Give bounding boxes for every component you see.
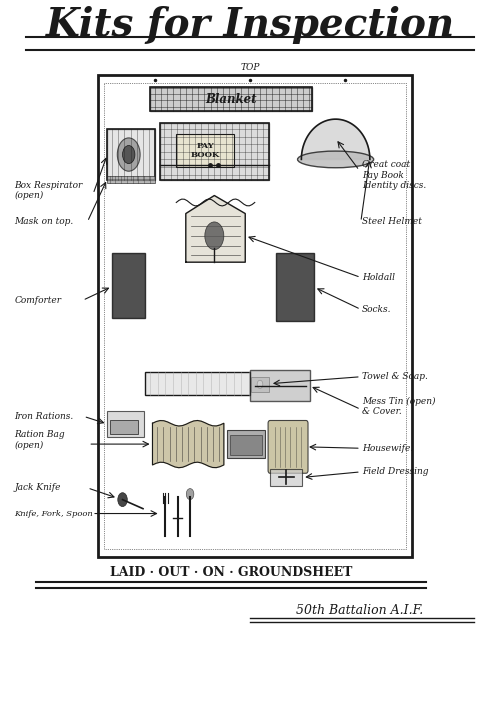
Text: Mask on top.: Mask on top. [14, 217, 74, 226]
Bar [251, 376, 269, 392]
Circle shape [205, 222, 224, 250]
Text: Kits for Inspection: Kits for Inspection [46, 6, 455, 43]
Text: Socks.: Socks. [362, 305, 392, 314]
Text: PAY
BOOK: PAY BOOK [190, 142, 220, 159]
Ellipse shape [298, 151, 374, 168]
Circle shape [118, 493, 128, 507]
Bar [108, 411, 144, 437]
Text: Ration Bag
(open): Ration Bag (open) [14, 430, 65, 450]
Text: 50th Battalion A.I.F.: 50th Battalion A.I.F. [296, 604, 423, 618]
Text: Housewife.: Housewife. [362, 444, 413, 453]
FancyBboxPatch shape [108, 129, 155, 180]
Circle shape [257, 380, 263, 388]
Text: Great coat
Pay Book
Identity discs.: Great coat Pay Book Identity discs. [362, 161, 426, 190]
Text: Box Respirator
(open): Box Respirator (open) [14, 181, 83, 200]
Text: Towel & Soap.: Towel & Soap. [362, 372, 428, 381]
Text: Mess Tin (open)
& Cover.: Mess Tin (open) & Cover. [362, 397, 436, 416]
Text: Comforter: Comforter [14, 296, 62, 305]
Bar [108, 176, 155, 183]
FancyBboxPatch shape [176, 134, 234, 167]
FancyBboxPatch shape [250, 371, 310, 401]
Text: Field Dressing: Field Dressing [362, 468, 428, 477]
Bar [230, 435, 262, 454]
Circle shape [118, 138, 140, 171]
FancyBboxPatch shape [268, 421, 308, 473]
FancyBboxPatch shape [160, 123, 269, 180]
Text: Holdall: Holdall [362, 273, 395, 282]
Text: Knife, Fork, Spoon: Knife, Fork, Spoon [14, 510, 94, 517]
Bar [270, 469, 302, 486]
FancyBboxPatch shape [150, 87, 312, 111]
Bar [110, 420, 138, 434]
FancyBboxPatch shape [146, 372, 250, 395]
Bar [227, 430, 265, 458]
Text: Iron Rations.: Iron Rations. [14, 411, 74, 421]
Text: LAID · OUT · ON · GROUNDSHEET: LAID · OUT · ON · GROUNDSHEET [110, 566, 352, 579]
Text: Jack Knife: Jack Knife [14, 483, 61, 492]
Text: Steel Helmet: Steel Helmet [362, 217, 422, 226]
Polygon shape [152, 421, 224, 468]
Text: Blanket: Blanket [205, 93, 256, 106]
Polygon shape [186, 196, 245, 262]
Circle shape [122, 146, 135, 163]
FancyBboxPatch shape [112, 253, 146, 318]
Circle shape [186, 489, 194, 500]
FancyBboxPatch shape [276, 253, 314, 321]
Text: TOP: TOP [240, 63, 260, 72]
Polygon shape [302, 119, 370, 159]
